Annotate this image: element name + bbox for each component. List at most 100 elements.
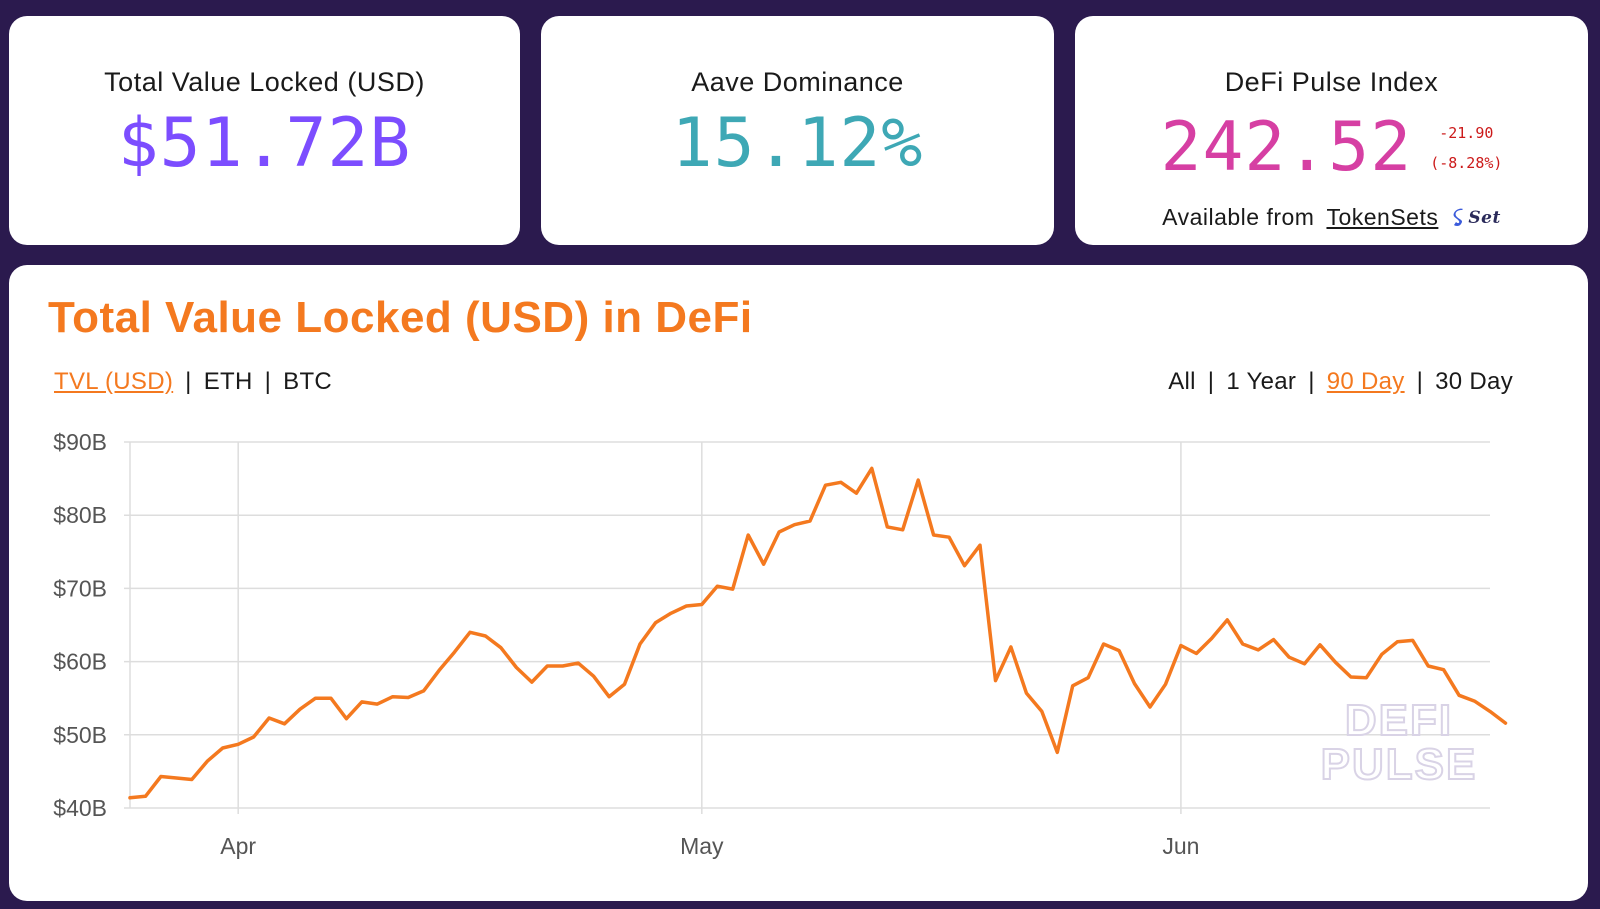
data-point (159, 775, 163, 779)
data-point (298, 707, 302, 711)
dpi-value: 242.52 (1160, 108, 1413, 187)
data-point (375, 702, 379, 706)
data-point (1503, 721, 1507, 725)
aave-dominance-title: Aave Dominance (691, 67, 904, 97)
data-point (360, 700, 364, 704)
range-toggle-all[interactable]: All (1168, 368, 1196, 395)
data-point (1179, 643, 1183, 647)
range-toggle-90-day[interactable]: 90 Day (1326, 368, 1405, 395)
data-point (1117, 649, 1121, 653)
data-point (1395, 640, 1399, 644)
set-logo[interactable]: Set (1452, 208, 1500, 228)
data-point (1272, 638, 1276, 642)
set-logo-icon (1453, 208, 1464, 226)
y-tick-label: $90B (53, 429, 107, 455)
data-point (762, 562, 766, 566)
data-point (1411, 638, 1415, 642)
data-point (576, 661, 580, 665)
data-point (453, 650, 457, 654)
data-point (1086, 676, 1090, 680)
data-point (623, 682, 627, 686)
dpi-title: DeFi Pulse Index (1224, 67, 1439, 97)
data-point (916, 478, 920, 482)
data-point (1364, 676, 1368, 680)
tvl-series-line (128, 466, 1508, 800)
data-point (1380, 652, 1384, 656)
data-point (715, 584, 719, 588)
data-point (870, 466, 874, 470)
data-point (1318, 643, 1322, 647)
data-point (422, 689, 426, 693)
data-point (885, 525, 889, 529)
data-point (684, 604, 688, 608)
y-tick-label: $70B (53, 575, 107, 601)
data-point (1256, 648, 1260, 652)
data-point (437, 668, 441, 672)
data-point (1303, 662, 1307, 666)
data-point (1333, 660, 1337, 664)
toggle-separator: | (1207, 368, 1215, 395)
data-point (932, 533, 936, 537)
data-point (978, 543, 982, 547)
data-point (1349, 675, 1353, 679)
availability-row: Available from TokenSets Set (1075, 204, 1588, 231)
metric-toggle-tvl-usd[interactable]: TVL (USD) (54, 368, 174, 395)
data-point (638, 642, 642, 646)
range-toggle-1-year[interactable]: 1 Year (1226, 368, 1297, 395)
toggle-separator: | (264, 368, 272, 395)
data-point (267, 716, 271, 720)
data-point (128, 796, 132, 800)
data-point (993, 679, 997, 683)
data-point (313, 696, 317, 700)
range-toggle-group: All | 1 Year | 90 Day | 30 Day (1168, 368, 1513, 396)
data-point (530, 680, 534, 684)
data-point (854, 491, 858, 495)
metric-toggle-group: TVL (USD) | ETH | BTC (54, 368, 332, 396)
data-point (1102, 642, 1106, 646)
data-point (1241, 642, 1245, 646)
data-point (746, 533, 750, 537)
watermark-text: DEFI (1345, 696, 1453, 745)
metric-toggle-eth[interactable]: ETH (203, 368, 253, 395)
set-logo-text: Set (1468, 207, 1501, 228)
data-point (545, 664, 549, 668)
aave-dominance-value: 15.12% (671, 104, 924, 183)
dpi-change-absolute: -21.90 (1439, 124, 1494, 142)
tvl-stat-value: $51.72B (117, 104, 412, 183)
data-point (1024, 691, 1028, 695)
data-point (1040, 709, 1044, 713)
tvl-chart: $40B $50B $60B $70B $80B $90B Apr May Jun DEFIPUL… (53, 429, 1508, 859)
data-point (1442, 668, 1446, 672)
data-point (236, 742, 240, 746)
aave-dominance-card: Aave Dominance 15.12% (541, 16, 1054, 245)
data-point (205, 759, 209, 763)
metric-toggle-btc[interactable]: BTC (283, 368, 333, 395)
tvl-stat-card: Total Value Locked (USD) $51.72B (9, 16, 520, 245)
data-point (700, 603, 704, 607)
data-point (607, 695, 611, 699)
defi-pulse-index-card: DeFi Pulse Index 242.52 -21.90 (-8.28%) … (1075, 16, 1588, 245)
data-point (1055, 750, 1059, 754)
tokensets-link[interactable]: TokenSets (1326, 204, 1439, 230)
data-point (592, 674, 596, 678)
data-point (901, 528, 905, 532)
toggle-separator: | (1308, 368, 1315, 395)
data-point (174, 776, 178, 780)
data-point (1210, 636, 1214, 640)
data-point (1071, 684, 1075, 688)
data-point (468, 630, 472, 634)
data-point (808, 519, 812, 523)
dpi-change-percent: (-8.28%) (1430, 154, 1503, 172)
toggle-separator: | (185, 368, 192, 395)
data-point (839, 480, 843, 484)
x-tick-label: May (680, 833, 724, 859)
data-point (1457, 693, 1461, 697)
range-toggle-30-day[interactable]: 30 Day (1435, 368, 1513, 395)
data-point (514, 665, 518, 669)
data-point (1194, 652, 1198, 656)
data-point (391, 695, 395, 699)
data-point (1473, 699, 1477, 703)
available-from-label: Available from (1162, 204, 1315, 230)
data-point (283, 722, 287, 726)
watermark-text: PULSE (1321, 740, 1478, 789)
